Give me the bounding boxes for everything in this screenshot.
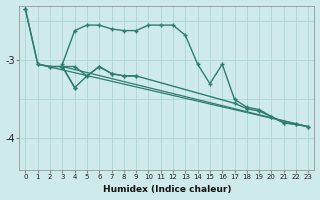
X-axis label: Humidex (Indice chaleur): Humidex (Indice chaleur)	[103, 185, 231, 194]
